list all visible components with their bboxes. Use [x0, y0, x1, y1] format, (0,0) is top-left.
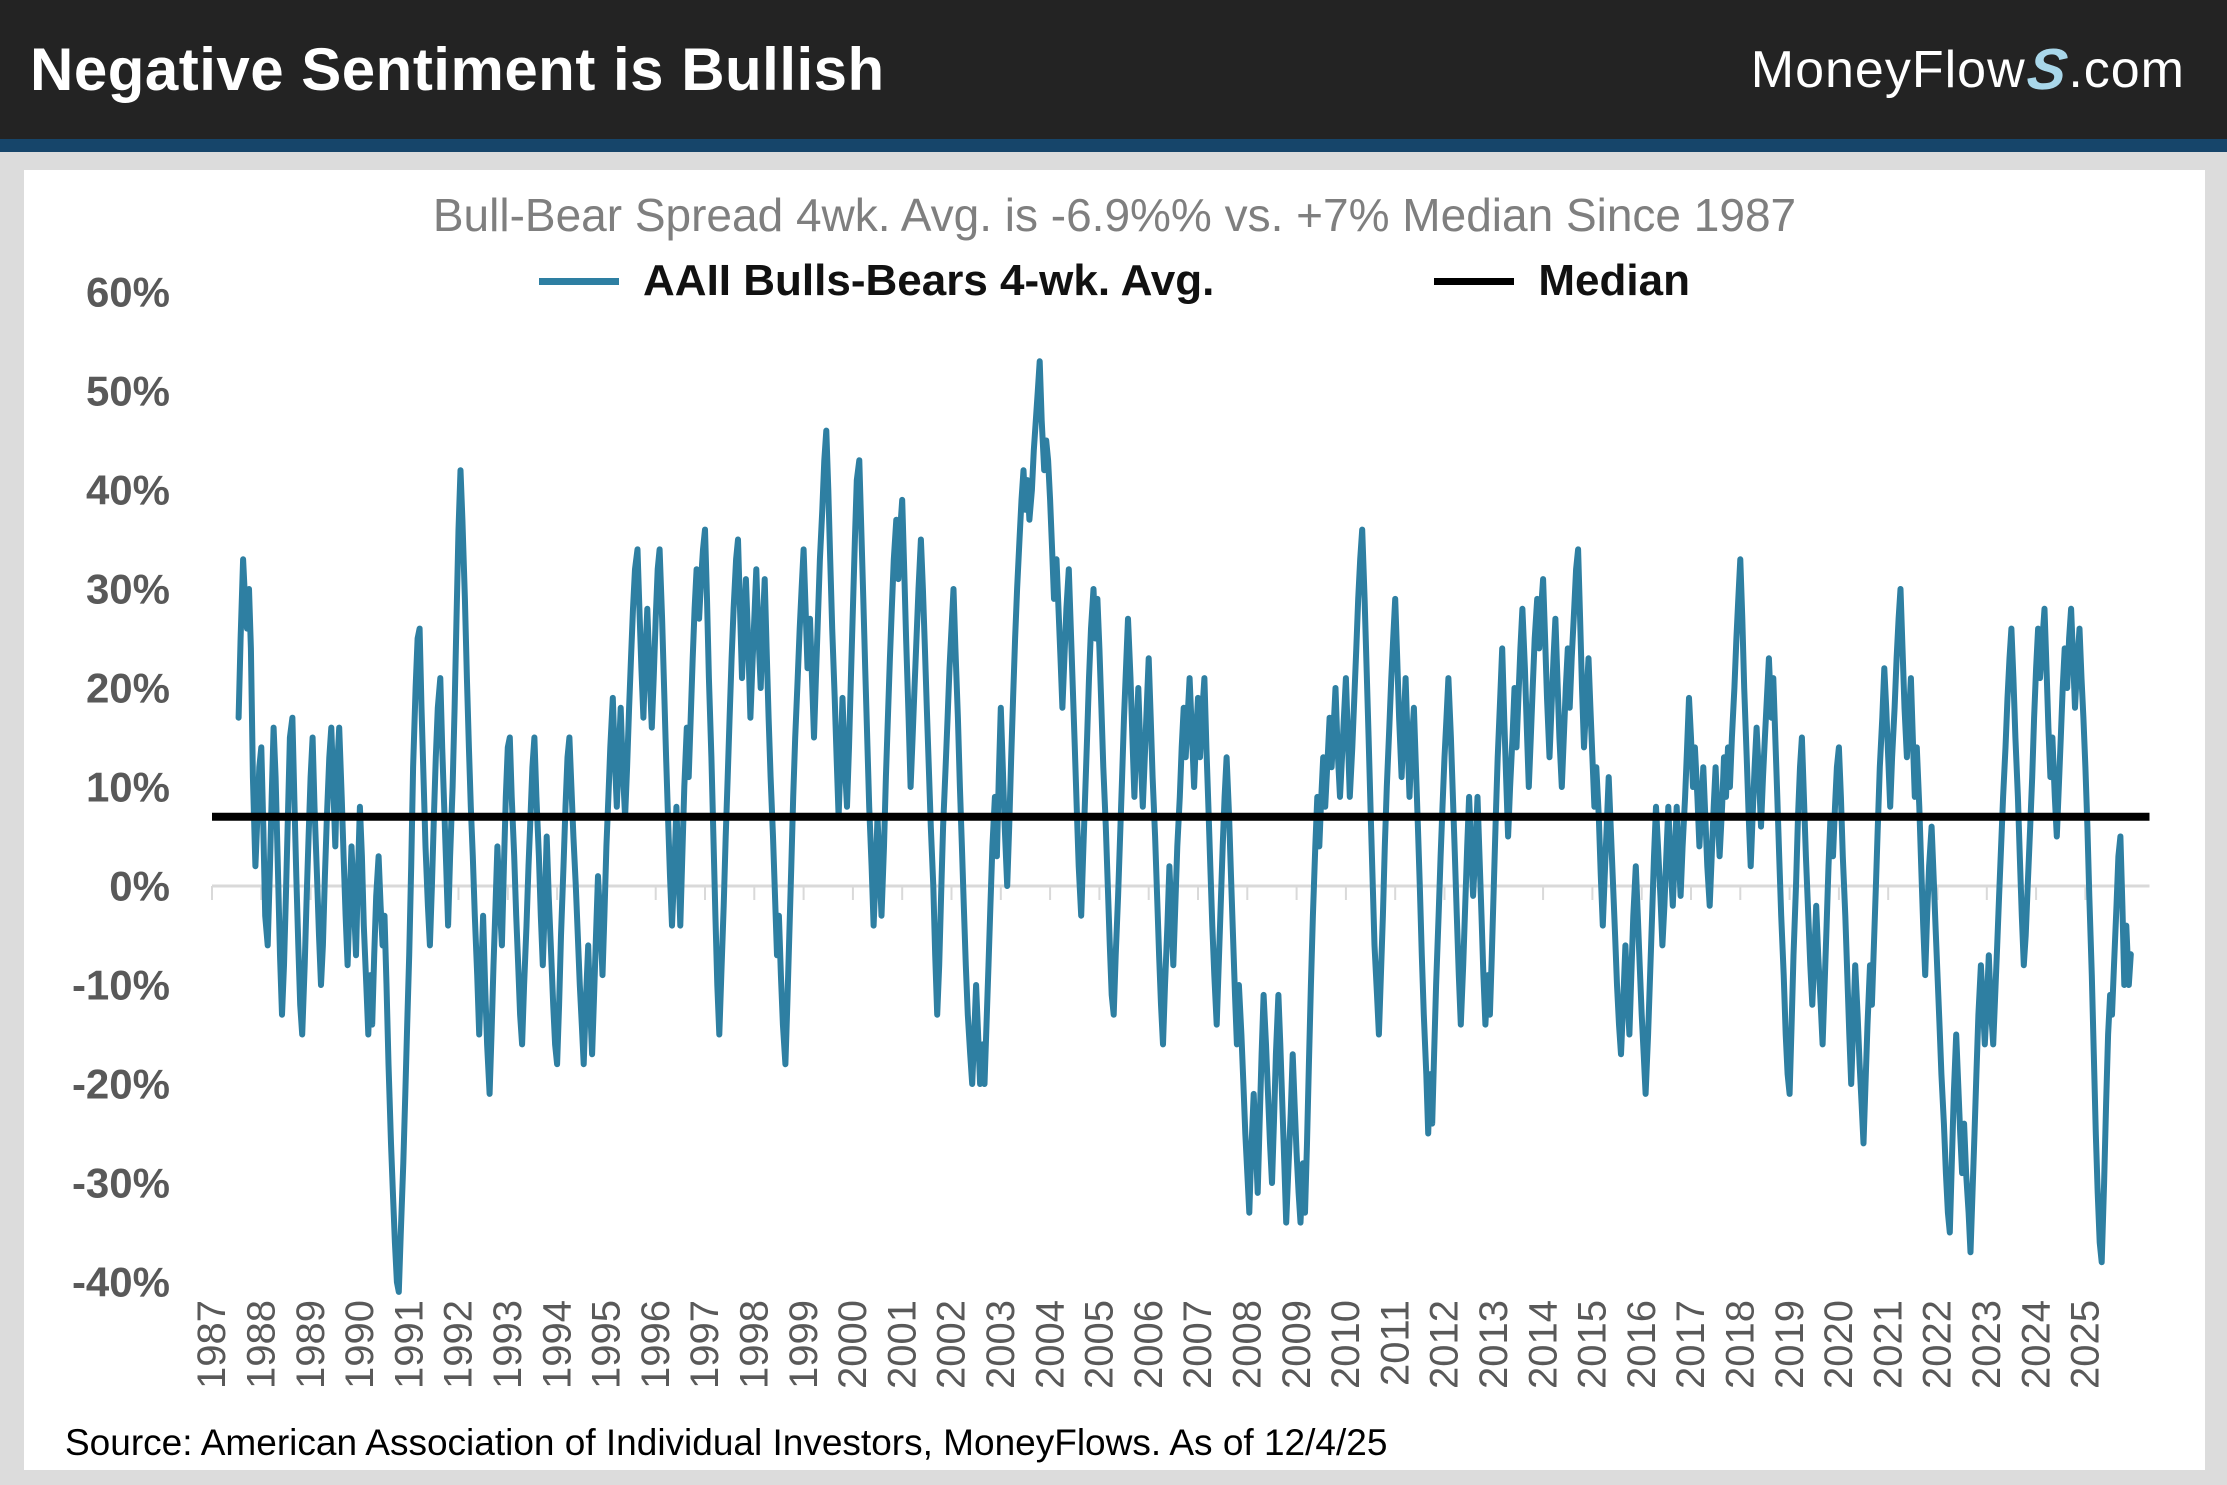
chart-title: Bull-Bear Spread 4wk. Avg. is -6.9%% vs.…: [432, 189, 1797, 241]
x-axis-label: 2011: [1373, 1300, 1417, 1386]
legend-label-median: Median: [1538, 256, 1690, 305]
y-axis-label: -30%: [72, 1160, 170, 1207]
y-axis-label: 0%: [109, 863, 170, 910]
x-axis-label: 2020: [1817, 1300, 1861, 1389]
x-axis-label: 1991: [387, 1300, 431, 1389]
x-axis-label: 2013: [1472, 1300, 1516, 1389]
x-axis-label: 2014: [1521, 1300, 1565, 1389]
moneyflows-s-icon: S: [2023, 37, 2072, 102]
x-axis-label: 1997: [683, 1300, 727, 1389]
x-axis-label: 1996: [634, 1300, 678, 1389]
x-axis-label: 2012: [1423, 1300, 1467, 1389]
x-axis-label: 1998: [733, 1300, 777, 1389]
x-axis-label: 2018: [1719, 1300, 1763, 1389]
legend-label-series: AAII Bulls-Bears 4-wk. Avg.: [643, 256, 1215, 305]
page-title: Negative Sentiment is Bullish: [30, 36, 885, 103]
source-note: Source: American Association of Individu…: [65, 1422, 1388, 1463]
x-axis-label: 2005: [1078, 1300, 1122, 1389]
x-axis-label: 2001: [880, 1300, 924, 1389]
series-line: [235, 358, 2134, 1295]
x-axis-label: 1994: [535, 1300, 579, 1389]
x-axis-label: 1989: [289, 1300, 333, 1389]
x-axis-label: 2023: [1965, 1300, 2009, 1389]
chart-panel: 60% 50% 40% 30% 20% 10% 0% -10% -20% -30% -40% 1987…: [24, 170, 2205, 1470]
series-line-swatch-icon: [539, 277, 620, 285]
logo-text-suffix: .com: [2068, 40, 2185, 99]
x-axis-label: 2016: [1620, 1300, 1664, 1389]
x-axis-label: 1995: [585, 1300, 629, 1389]
y-axis-label: 60%: [86, 269, 170, 316]
x-axis-label: 2009: [1275, 1300, 1319, 1389]
y-axis-label: 20%: [86, 665, 170, 712]
y-axis-label: 30%: [86, 566, 170, 613]
x-axis-label: 2002: [930, 1300, 974, 1389]
accent-divider: [0, 139, 2227, 152]
y-axis-label: 10%: [86, 764, 170, 811]
y-axis-label: 50%: [86, 368, 170, 415]
legend: AAII Bulls-Bears 4-wk. Avg. Median: [24, 256, 2205, 306]
x-axis-label: 2006: [1127, 1300, 1171, 1389]
y-axis-label: -40%: [72, 1259, 170, 1306]
x-axis-label: 1993: [486, 1300, 530, 1389]
x-axis-label: 2000: [831, 1300, 875, 1389]
header-bar: Negative Sentiment is Bullish MoneyFlow S…: [0, 0, 2227, 139]
x-axis-label: 2022: [1916, 1300, 1960, 1389]
logo-text-prefix: MoneyFlow: [1750, 40, 2026, 99]
legend-item-series: AAII Bulls-Bears 4-wk. Avg.: [539, 256, 1214, 306]
median-line-swatch-icon: [1434, 277, 1515, 285]
y-axis-label: 40%: [86, 467, 170, 514]
x-axis-label: 2010: [1324, 1300, 1368, 1389]
x-axis-label: 2008: [1226, 1300, 1270, 1389]
x-axis-label: 2015: [1571, 1300, 1615, 1389]
x-axis-label: 1999: [782, 1300, 826, 1389]
x-axis-label: 2024: [2014, 1300, 2058, 1389]
x-axis-label: 2017: [1669, 1300, 1713, 1389]
x-axis-label: 2007: [1176, 1300, 1220, 1389]
x-axis-label: 1987: [190, 1300, 234, 1389]
x-axis-label: 2019: [1768, 1300, 1812, 1389]
x-axis-label: 1992: [437, 1300, 481, 1389]
x-axis-label: 1988: [240, 1300, 284, 1389]
x-axis-label: 2025: [2064, 1300, 2108, 1389]
x-axis-label: 2021: [1866, 1300, 1910, 1389]
legend-item-median: Median: [1434, 256, 1690, 306]
y-axis-label: -10%: [72, 962, 170, 1009]
moneyflows-logo: MoneyFlow S .com: [1751, 36, 2185, 103]
y-axis-label: -20%: [72, 1061, 170, 1108]
chart-canvas: 60% 50% 40% 30% 20% 10% 0% -10% -20% -30% -40% 1987…: [72, 269, 2150, 1389]
x-axis-label: 1990: [338, 1300, 382, 1389]
x-axis-label: 2003: [979, 1300, 1023, 1389]
x-axis-label: 2004: [1028, 1300, 1072, 1389]
